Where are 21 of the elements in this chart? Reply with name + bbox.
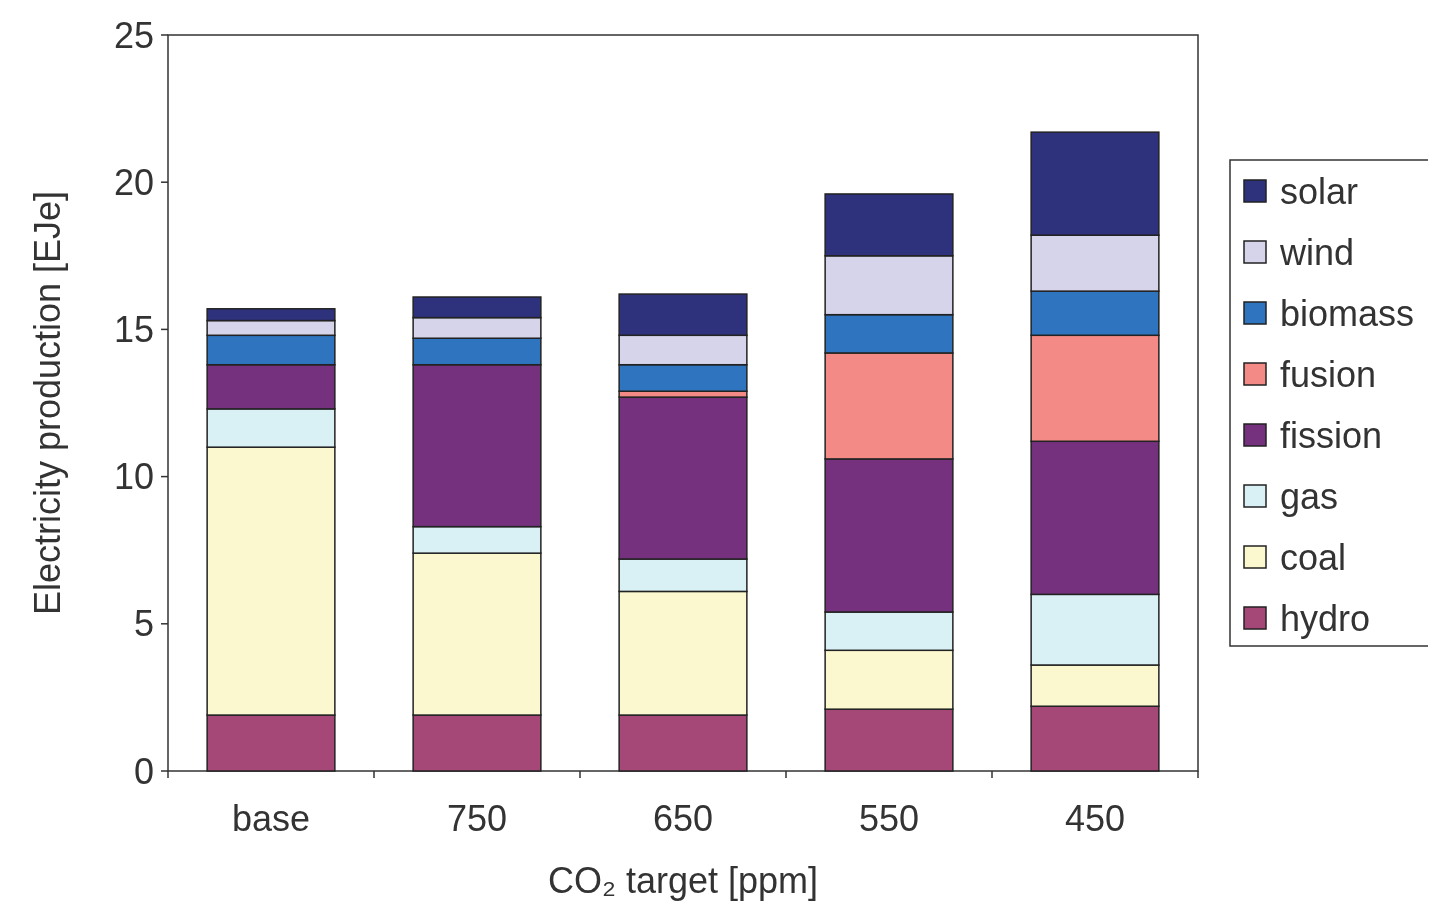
y-tick-label: 15 — [113, 309, 154, 350]
y-tick-label: 10 — [113, 456, 154, 498]
x-tick-label: 650 — [652, 798, 714, 839]
x-tick-label: base — [231, 798, 311, 839]
legend-label: fusion — [1280, 353, 1377, 395]
legend-label: solar — [1280, 170, 1359, 212]
y-tick-label: 25 — [113, 14, 154, 56]
x-tick-label: 550 — [858, 798, 920, 839]
x-axis-title: CO₂ target [ppm] — [547, 860, 819, 901]
y-tick-label: 5 — [133, 603, 154, 645]
legend-label: biomass — [1280, 292, 1415, 334]
legend-label: fission — [1280, 414, 1383, 456]
legend-label: hydro — [1280, 597, 1371, 639]
x-tick-label: 750 — [446, 798, 508, 839]
legend-label: gas — [1280, 475, 1339, 517]
y-axis-title: Electricity production [EJe] — [27, 190, 68, 616]
legend-label: coal — [1280, 536, 1347, 578]
y-tick-label: 20 — [113, 161, 154, 203]
x-tick-label: 450 — [1064, 798, 1126, 839]
legend-label: wind — [1279, 231, 1355, 273]
y-tick-label: 0 — [133, 750, 154, 792]
